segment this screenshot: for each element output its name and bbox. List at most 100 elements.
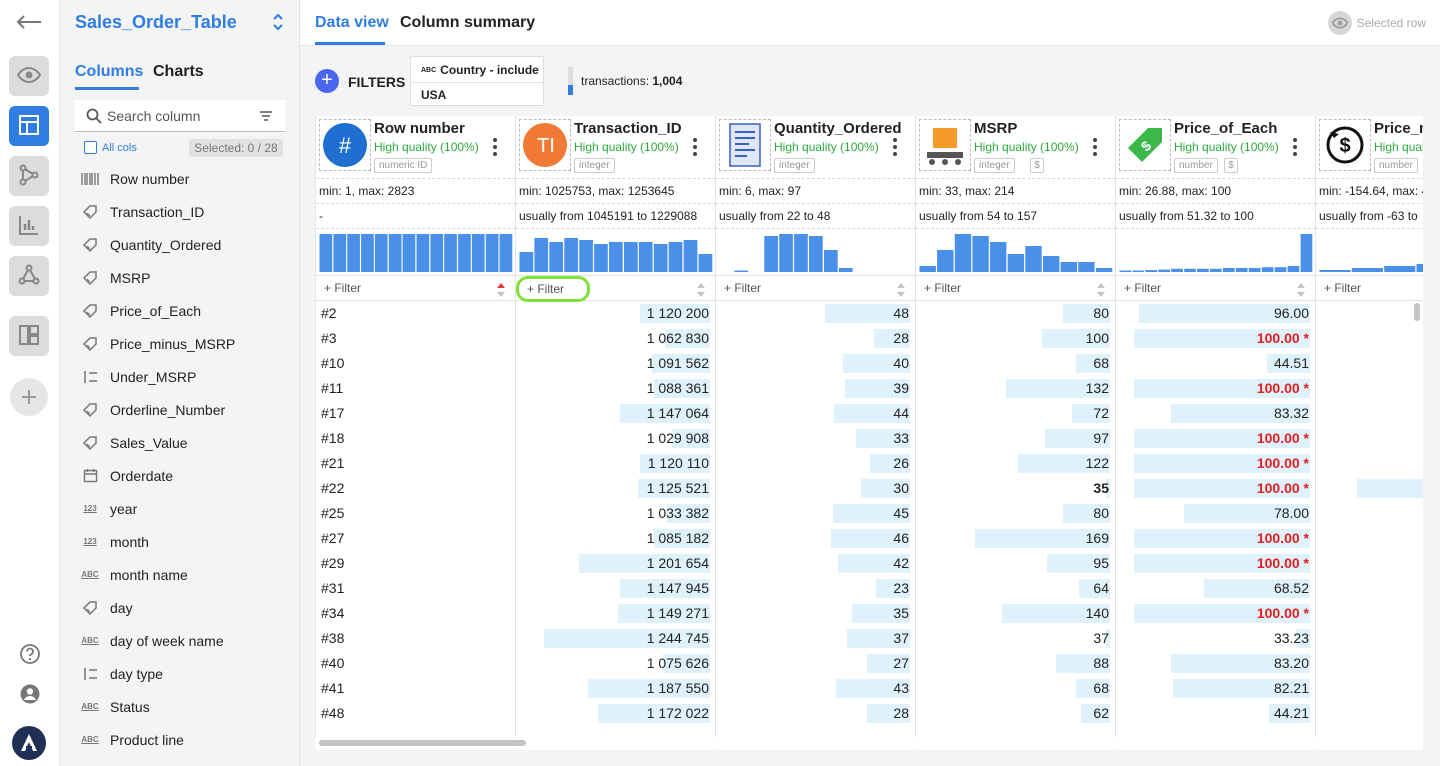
table-cell[interactable]: 1 172 022 xyxy=(516,701,716,726)
column-list-item[interactable]: ABC Product line xyxy=(60,723,300,756)
table-cell[interactable]: #2 xyxy=(316,301,516,326)
table-cell[interactable]: 100.00 * xyxy=(1116,526,1316,551)
table-cell[interactable]: 37 xyxy=(916,626,1116,651)
table-cell[interactable]: 100.00 * xyxy=(1116,551,1316,576)
table-cell[interactable] xyxy=(1316,626,1423,651)
table-cell[interactable]: 1 187 550 xyxy=(516,676,716,701)
table-cell[interactable]: 100.00 * xyxy=(1116,376,1316,401)
table-cell[interactable]: 30 xyxy=(716,476,916,501)
table-cell[interactable]: #27 xyxy=(316,526,516,551)
table-cell[interactable]: 1 085 182 xyxy=(516,526,716,551)
column-histogram[interactable] xyxy=(1116,228,1316,273)
table-cell[interactable]: 45 xyxy=(716,501,916,526)
tab-charts[interactable]: Charts xyxy=(153,63,204,80)
vertical-scrollbar[interactable] xyxy=(1413,300,1421,736)
table-cell[interactable]: #34 xyxy=(316,601,516,626)
column-histogram[interactable] xyxy=(316,228,516,273)
table-cell[interactable]: 1 201 654 xyxy=(516,551,716,576)
sort-arrows-icon[interactable] xyxy=(1296,282,1306,298)
table-cell[interactable]: 26 xyxy=(716,451,916,476)
table-cell[interactable]: #29 xyxy=(316,551,516,576)
table-cell[interactable]: #41 xyxy=(316,676,516,701)
table-cell[interactable]: 132 xyxy=(916,376,1116,401)
table-cell[interactable]: 44 xyxy=(716,401,916,426)
tab-column-summary[interactable]: Column summary xyxy=(400,14,536,31)
column-list-item[interactable]: ABC day of week name xyxy=(60,624,300,657)
table-cell[interactable] xyxy=(1316,651,1423,676)
column-list-item[interactable]: 123 year xyxy=(60,492,300,525)
table-cell[interactable]: 140 xyxy=(916,601,1116,626)
table-cell[interactable]: 46 xyxy=(716,526,916,551)
table-cell[interactable]: 48 xyxy=(716,301,916,326)
table-cell[interactable]: 82.21 xyxy=(1116,676,1316,701)
table-cell[interactable] xyxy=(1316,301,1423,326)
table-cell[interactable]: #25 xyxy=(316,501,516,526)
table-cell[interactable]: 83.32 xyxy=(1116,401,1316,426)
help-icon[interactable] xyxy=(18,642,42,666)
column-list-item[interactable]: day type xyxy=(60,657,300,690)
column-filter-button[interactable]: + Filter xyxy=(516,276,590,302)
column-menu-icon[interactable] xyxy=(690,138,700,156)
table-cell[interactable] xyxy=(1316,426,1423,451)
table-cell[interactable]: 39 xyxy=(716,376,916,401)
column-list-item[interactable]: Sales_Value xyxy=(60,426,300,459)
column-list-item[interactable]: Row number xyxy=(60,162,300,195)
sort-arrows-icon[interactable] xyxy=(896,282,906,298)
table-cell[interactable]: 68.52 xyxy=(1116,576,1316,601)
column-list-item[interactable]: Price_of_Each xyxy=(60,294,300,327)
table-cell[interactable]: 100.00 * xyxy=(1116,426,1316,451)
table-cell[interactable] xyxy=(1316,576,1423,601)
column-list-item[interactable]: MSRP xyxy=(60,261,300,294)
column-list-item[interactable]: Quantity_Ordered xyxy=(60,228,300,261)
table-cell[interactable]: 33 xyxy=(716,426,916,451)
column-list-item[interactable]: Price_minus_MSRP xyxy=(60,327,300,360)
table-cell[interactable]: 23 xyxy=(716,576,916,601)
table-cell[interactable]: 169 xyxy=(916,526,1116,551)
column-filter-button[interactable]: + Filter xyxy=(324,281,361,295)
table-cell[interactable]: 1 120 110 xyxy=(516,451,716,476)
table-cell[interactable]: 42 xyxy=(716,551,916,576)
scroll-thumb[interactable] xyxy=(1414,303,1420,321)
sort-arrows-icon[interactable] xyxy=(1096,282,1106,298)
table-cell[interactable]: 97 xyxy=(916,426,1116,451)
table-cell[interactable]: 78.00 xyxy=(1116,501,1316,526)
table-cell[interactable]: 100.00 * xyxy=(1116,451,1316,476)
table-cell[interactable] xyxy=(1316,401,1423,426)
table-cell[interactable]: #22 xyxy=(316,476,516,501)
table-cell[interactable] xyxy=(1316,526,1423,551)
table-cell[interactable] xyxy=(1316,501,1423,526)
filter-lines-icon[interactable] xyxy=(259,109,273,123)
table-cell[interactable]: 1 075 626 xyxy=(516,651,716,676)
table-cell[interactable]: 35 xyxy=(916,476,1116,501)
table-cell[interactable]: 35 xyxy=(716,601,916,626)
table-cell[interactable] xyxy=(1316,326,1423,351)
table-cell[interactable]: 28 xyxy=(716,701,916,726)
table-cell[interactable] xyxy=(1316,551,1423,576)
table-cell[interactable]: 33.23 xyxy=(1116,626,1316,651)
column-filter-button[interactable]: + Filter xyxy=(924,281,961,295)
table-cell[interactable]: #10 xyxy=(316,351,516,376)
table-cell[interactable] xyxy=(1316,376,1423,401)
table-cell[interactable]: 1 091 562 xyxy=(516,351,716,376)
table-cell[interactable]: 68 xyxy=(916,351,1116,376)
table-cell[interactable]: 27 xyxy=(716,651,916,676)
column-header-name[interactable]: Transaction_ID xyxy=(574,120,682,137)
column-filter-button[interactable]: + Filter xyxy=(724,281,761,295)
table-cell[interactable]: 1 147 945 xyxy=(516,576,716,601)
table-cell[interactable] xyxy=(1316,676,1423,701)
table-cell[interactable] xyxy=(1316,351,1423,376)
tab-data-view[interactable]: Data view xyxy=(315,14,389,31)
table-cell[interactable]: 1 120 200 xyxy=(516,301,716,326)
column-list-item[interactable]: Under_MSRP xyxy=(60,360,300,393)
table-cell[interactable]: 1 244 745 xyxy=(516,626,716,651)
table-cell[interactable]: 122 xyxy=(916,451,1116,476)
rail-table-button[interactable] xyxy=(9,106,49,146)
table-cell[interactable] xyxy=(1316,476,1423,501)
table-cell[interactable]: 1 125 521 xyxy=(516,476,716,501)
table-cell[interactable]: 95 xyxy=(916,551,1116,576)
column-header-name[interactable]: Row number xyxy=(374,120,465,137)
add-filter-button[interactable]: + xyxy=(315,69,339,93)
table-cell[interactable]: #48 xyxy=(316,701,516,726)
table-cell[interactable]: 100.00 * xyxy=(1116,601,1316,626)
rail-network-button[interactable] xyxy=(9,256,49,296)
